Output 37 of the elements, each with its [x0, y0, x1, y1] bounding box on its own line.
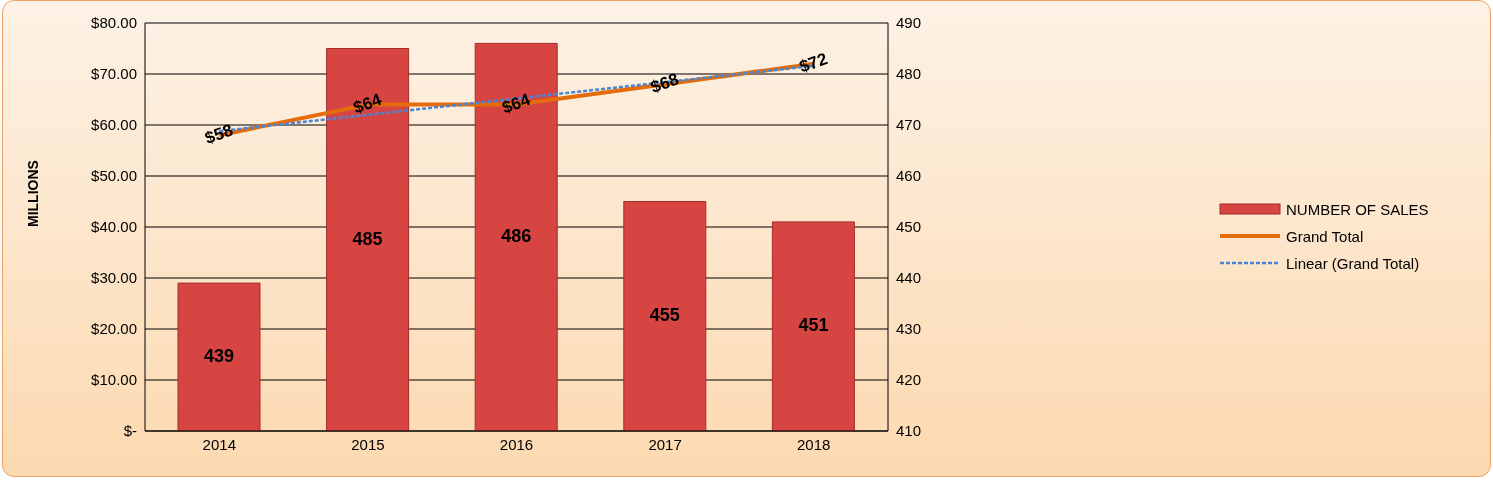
- y-tick-label: $70.00: [91, 65, 137, 83]
- data-label: 455: [649, 305, 680, 325]
- y2-tick-label: 480: [896, 65, 922, 83]
- data-label: 486: [501, 225, 532, 246]
- y-tick-label: $50.00: [91, 167, 137, 185]
- y2-tick-label: 470: [896, 116, 922, 134]
- data-label: 439: [203, 345, 235, 366]
- y-axis-title: MILLIONS: [24, 160, 41, 227]
- y-tick-label: $40.00: [91, 218, 137, 236]
- legend-label: Linear (Grand Total): [1286, 254, 1420, 272]
- x-tick-label: 2018: [797, 435, 831, 453]
- y2-tick-label: 490: [896, 14, 922, 32]
- x-tick-label: 2014: [202, 435, 236, 453]
- legend-label: Grand Total: [1286, 227, 1364, 245]
- x-tick-label: 2017: [648, 435, 682, 453]
- x-tick-label: 2015: [351, 435, 385, 453]
- y2-tick-label: 440: [896, 269, 922, 287]
- y-tick-label: $60.00: [91, 116, 137, 134]
- legend-label: NUMBER OF SALES: [1286, 200, 1429, 218]
- data-label: $72: [796, 49, 830, 77]
- data-label: $64: [499, 89, 534, 118]
- data-label: 485: [352, 228, 383, 249]
- y2-tick-label: 460: [896, 167, 922, 185]
- y2-tick-label: 450: [896, 218, 922, 236]
- y-tick-label: $-: [123, 422, 137, 440]
- data-label: $64: [350, 89, 385, 118]
- y2-tick-label: 410: [896, 422, 922, 440]
- y-tick-label: $10.00: [91, 371, 137, 389]
- data-label: $58: [202, 120, 236, 149]
- y-tick-label: $80.00: [91, 14, 137, 32]
- data-label: $68: [648, 69, 682, 98]
- y-tick-label: $30.00: [91, 269, 137, 287]
- y2-tick-label: 420: [896, 371, 922, 389]
- y2-tick-label: 430: [896, 320, 922, 338]
- y-tick-label: $20.00: [91, 320, 137, 338]
- x-tick-label: 2016: [499, 435, 534, 453]
- data-label: 451: [798, 315, 829, 336]
